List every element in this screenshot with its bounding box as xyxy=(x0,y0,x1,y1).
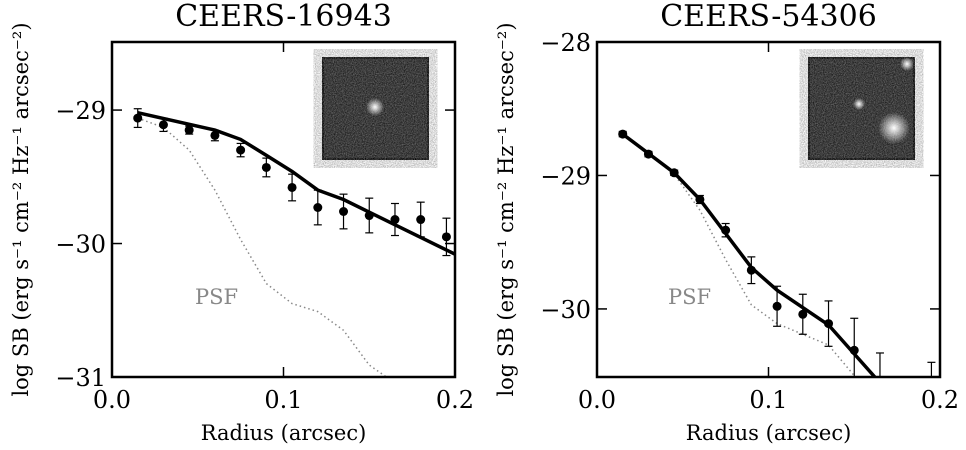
data-point xyxy=(824,319,834,329)
axes-frame xyxy=(595,40,942,379)
data-point xyxy=(643,149,653,159)
y-tick-label: −29 xyxy=(540,162,591,190)
data-point xyxy=(669,168,679,178)
data-point xyxy=(390,215,400,225)
data-point xyxy=(618,129,628,139)
x-tick-label: 0.0 xyxy=(578,386,616,414)
data-point xyxy=(772,301,782,311)
x-tick-label: 0.0 xyxy=(93,386,131,414)
data-point xyxy=(184,125,194,135)
x-tick-label: 0.1 xyxy=(264,386,302,414)
data-point xyxy=(746,265,756,275)
error-bar xyxy=(927,361,936,377)
y-tick-label: −29 xyxy=(55,97,106,125)
annotation: PSF xyxy=(668,285,711,309)
data-point xyxy=(416,215,426,225)
model-line xyxy=(621,132,877,377)
axes-frame xyxy=(110,40,457,379)
y-axis-label: log SB (erg s⁻¹ cm⁻² Hz⁻¹ arcsec⁻²) xyxy=(494,22,518,396)
chart-title: CEERS-54306 xyxy=(660,0,877,34)
psf-line xyxy=(137,117,387,377)
data-point xyxy=(313,202,323,212)
error-bar xyxy=(875,352,884,377)
y-tick-label: −30 xyxy=(55,231,106,259)
data-point xyxy=(210,130,220,140)
data-point xyxy=(849,345,859,355)
data-point xyxy=(875,387,884,396)
inset-image xyxy=(322,57,429,160)
y-tick-label: −30 xyxy=(540,296,591,324)
annotation: PSF xyxy=(195,285,238,309)
y-axis-label: log SB (erg s⁻¹ cm⁻² Hz⁻¹ arcsec⁻²) xyxy=(9,22,33,396)
data-point xyxy=(339,207,349,217)
x-axis-label: Radius (arcsec) xyxy=(686,421,852,445)
data-point xyxy=(364,211,374,221)
psf-line xyxy=(622,133,855,377)
data-point xyxy=(133,113,143,123)
data-point xyxy=(695,194,705,204)
data-point xyxy=(721,225,731,235)
x-tick-label: 0.2 xyxy=(436,386,474,414)
plot-area xyxy=(133,108,455,377)
data-point xyxy=(158,120,168,130)
model-line xyxy=(137,110,455,256)
y-tick-label: −31 xyxy=(55,364,106,392)
data-point xyxy=(287,182,297,192)
plot-area xyxy=(618,129,936,396)
inset-image xyxy=(808,57,915,160)
x-axis-label: Radius (arcsec) xyxy=(201,421,367,445)
data-point xyxy=(261,162,271,172)
data-point xyxy=(441,232,451,242)
chart-title: CEERS-16943 xyxy=(175,0,392,34)
data-point xyxy=(236,145,246,155)
x-tick-label: 0.1 xyxy=(749,386,787,414)
x-tick-label: 0.2 xyxy=(921,386,959,414)
y-tick-label: −28 xyxy=(540,29,591,57)
data-point xyxy=(798,309,808,319)
